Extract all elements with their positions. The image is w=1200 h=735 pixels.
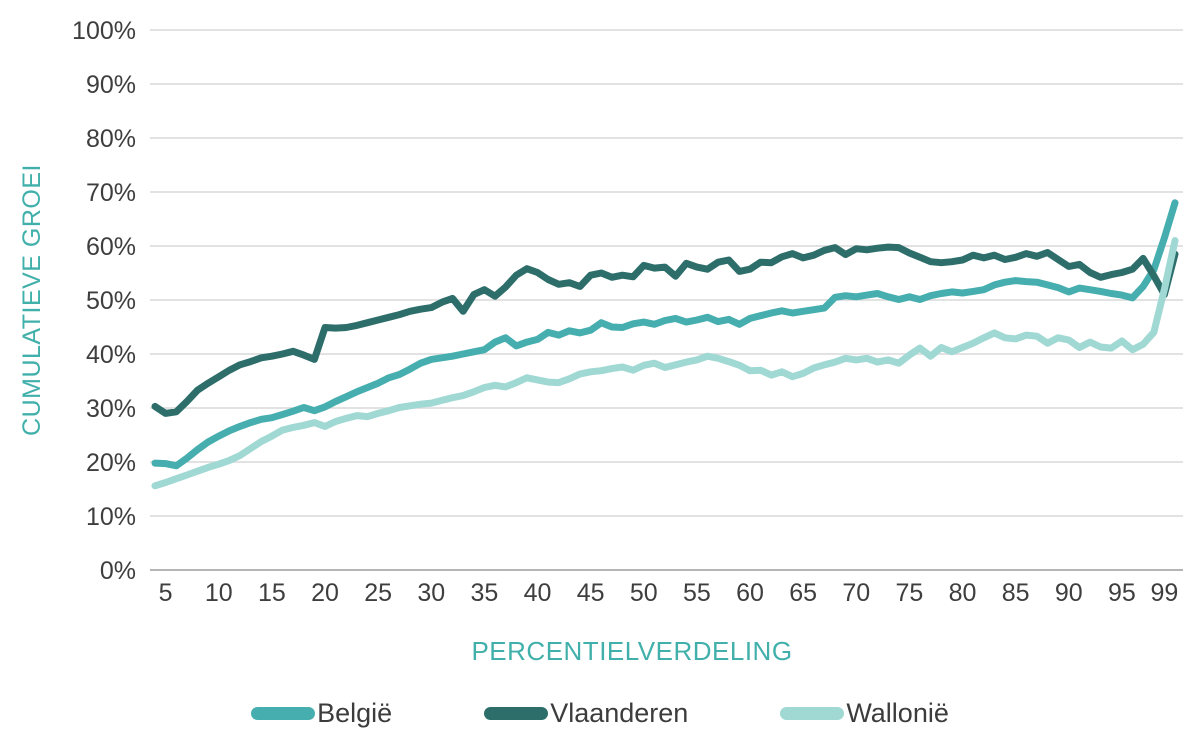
x-tick-label: 25 xyxy=(364,579,392,607)
x-tick-label: 10 xyxy=(205,579,233,607)
legend-item-walloni: Wallonië xyxy=(780,697,949,728)
y-tick-label: 90% xyxy=(86,71,136,99)
x-tick-label: 50 xyxy=(630,579,658,607)
x-tick-label: 45 xyxy=(577,579,605,607)
y-tick-label: 20% xyxy=(86,449,136,477)
y-tick-label: 0% xyxy=(100,557,136,585)
gridlines xyxy=(150,29,1183,571)
legend-label: België xyxy=(317,697,393,728)
x-tick-label: 60 xyxy=(736,579,764,607)
series-line-walloni xyxy=(151,237,1179,490)
legend-swatch xyxy=(484,706,549,720)
y-tick-label: 70% xyxy=(86,179,136,207)
x-tick-label: 70 xyxy=(842,579,870,607)
legend-label: Wallonië xyxy=(846,697,949,728)
x-tick-label: 99 xyxy=(1150,579,1178,607)
series-lines xyxy=(151,199,1179,490)
series-line-belgi xyxy=(151,199,1179,470)
x-tick-label: 85 xyxy=(1002,579,1030,607)
series-line-vlaanderen xyxy=(151,243,1179,417)
y-tick-label: 40% xyxy=(86,341,136,369)
y-tick-label: 60% xyxy=(86,233,136,261)
legend-item-belgi: België xyxy=(251,697,393,728)
x-tick-label: 30 xyxy=(417,579,445,607)
legend-swatch xyxy=(780,706,845,720)
x-tick-label: 20 xyxy=(311,579,339,607)
y-tick-label: 50% xyxy=(86,287,136,315)
x-tick-label: 15 xyxy=(258,579,286,607)
legend: België Vlaanderen Wallonië xyxy=(0,697,1200,729)
x-tick-label: 40 xyxy=(524,579,552,607)
x-axis-title: PERCENTIELVERDELING xyxy=(471,636,792,666)
x-tick-label: 5 xyxy=(159,579,173,607)
axis-tick-labels: 0% 10% 20% 30% 40% 50% 60% 70% 80% 90% 100% 5 10 15 20… xyxy=(72,17,1178,607)
y-tick-label: 30% xyxy=(86,395,136,423)
x-tick-label: 75 xyxy=(895,579,923,607)
legend-swatch xyxy=(251,706,316,720)
legend-item-vlaanderen: Vlaanderen xyxy=(484,697,689,728)
y-tick-label: 10% xyxy=(86,503,136,531)
legend-label: Vlaanderen xyxy=(550,697,689,728)
y-tick-label: 80% xyxy=(86,125,136,153)
x-tick-label: 90 xyxy=(1055,579,1083,607)
x-tick-label: 55 xyxy=(683,579,711,607)
x-tick-label: 80 xyxy=(949,579,977,607)
y-axis-title: CUMULATIEVE GROEI xyxy=(18,164,46,436)
y-tick-label: 100% xyxy=(72,17,136,45)
x-tick-label: 65 xyxy=(789,579,817,607)
x-tick-label: 95 xyxy=(1108,579,1136,607)
x-tick-label: 35 xyxy=(470,579,498,607)
